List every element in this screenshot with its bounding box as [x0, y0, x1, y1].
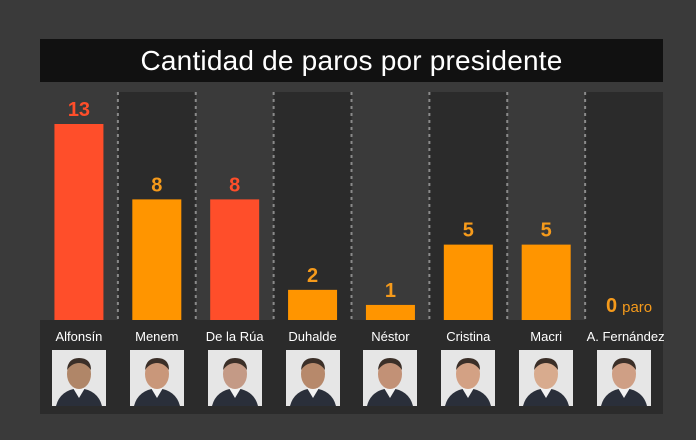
data-label-3: 2: [307, 265, 318, 287]
bar-6: [521, 244, 571, 320]
bar-3: [288, 289, 338, 320]
category-label-3: Duhalde: [288, 329, 337, 344]
bar-1: [132, 199, 182, 320]
data-label-5: 5: [463, 220, 474, 242]
portrait-photo-icon: [207, 350, 262, 406]
data-label-1: 8: [151, 174, 162, 196]
portrait-photo-icon: [363, 350, 418, 406]
category-label-0: Alfonsín: [55, 329, 103, 344]
president-names-row: Alfonsín Menem De la Rúa Duhalde Néstor Crist…: [40, 320, 665, 414]
data-label-0: 13: [68, 99, 90, 121]
column-background: [585, 92, 663, 320]
category-label-4: Néstor: [371, 329, 410, 344]
category-label-1: Menem: [135, 329, 179, 344]
category-label-6: Macri: [530, 329, 563, 344]
portrait-photo-icon: [441, 350, 496, 406]
bar-0: [54, 124, 104, 320]
portrait-photo-icon: [285, 350, 340, 406]
data-label-6: 5: [541, 220, 552, 242]
portrait-photo-icon: [51, 350, 106, 406]
category-label-7: A. Fernández: [586, 329, 665, 344]
bar-4: [365, 304, 415, 320]
category-label-2: De la Rúa: [205, 329, 264, 344]
chart-title: Cantidad de paros por presidente: [40, 39, 663, 82]
data-label-7: 0 paro: [606, 295, 652, 317]
column-background: [273, 92, 352, 320]
data-label-4: 1: [385, 280, 396, 302]
category-label-5: Cristina: [446, 329, 491, 344]
bar-2: [210, 199, 260, 320]
portrait-photo-icon: [129, 350, 184, 406]
bar-5: [443, 244, 493, 320]
portrait-photo-icon: [519, 350, 574, 406]
portrait-photo-icon: [597, 350, 652, 406]
data-label-2: 8: [229, 174, 240, 196]
